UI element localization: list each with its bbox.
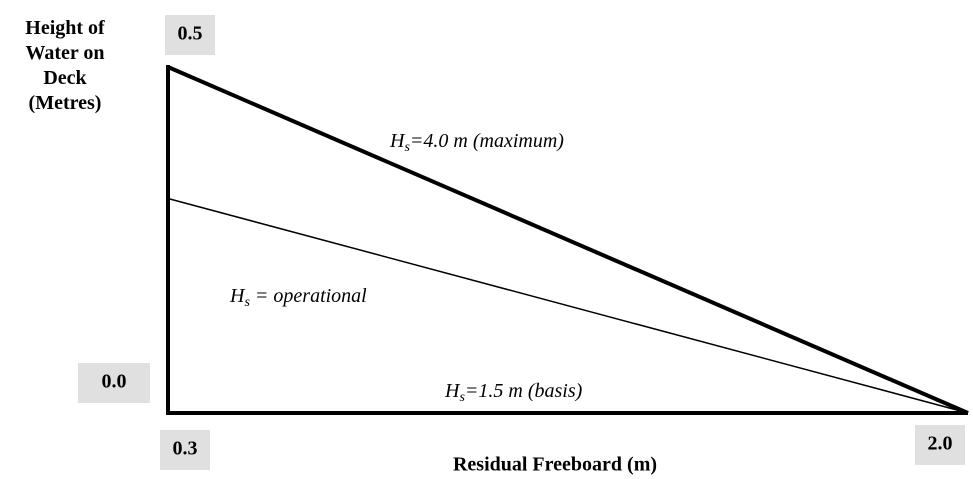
tick-label: 0.3 xyxy=(173,438,198,460)
series-line xyxy=(167,65,969,415)
series-label: Hs=4.0 m (maximum) xyxy=(389,130,564,156)
tick-box xyxy=(160,430,210,470)
tick-label: 0.5 xyxy=(178,23,203,45)
tick-label: 0.0 xyxy=(102,371,127,393)
tick-box xyxy=(915,425,965,465)
x-axis-label: Residual Freeboard (m) xyxy=(453,454,657,476)
series-label: Hs=1.5 m (basis) xyxy=(444,380,583,406)
series-line xyxy=(167,197,969,414)
series-label: Hs = operational xyxy=(229,285,367,311)
tick-box xyxy=(165,15,215,55)
tick-label: 2.0 xyxy=(928,433,953,455)
tick-box xyxy=(78,363,150,403)
y-axis-label: Height of Water on Deck (Metres) xyxy=(25,17,105,114)
